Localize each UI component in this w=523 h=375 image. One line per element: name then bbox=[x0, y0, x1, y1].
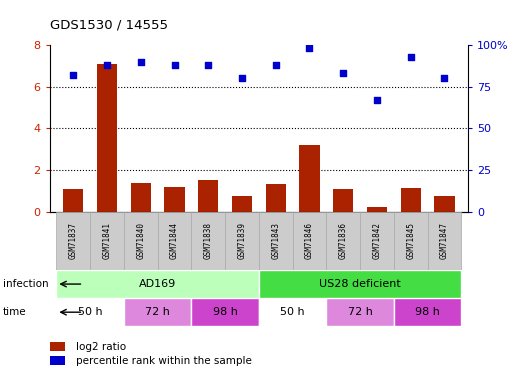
Bar bbox=[131, 183, 151, 212]
Text: US28 deficient: US28 deficient bbox=[319, 279, 401, 289]
Text: log2 ratio: log2 ratio bbox=[76, 342, 126, 352]
Bar bbox=[259, 270, 461, 298]
Point bbox=[69, 72, 77, 78]
Bar bbox=[428, 212, 461, 270]
Text: GSM71845: GSM71845 bbox=[406, 222, 415, 260]
Bar bbox=[124, 212, 157, 270]
Bar bbox=[326, 298, 394, 326]
Bar bbox=[191, 298, 259, 326]
Text: 98 h: 98 h bbox=[415, 307, 440, 317]
Point bbox=[238, 75, 246, 81]
Text: 50 h: 50 h bbox=[280, 307, 305, 317]
Bar bbox=[333, 189, 354, 212]
Bar bbox=[259, 212, 293, 270]
Bar bbox=[326, 212, 360, 270]
Bar bbox=[266, 184, 286, 212]
Point bbox=[170, 62, 179, 68]
Bar bbox=[394, 298, 461, 326]
Text: infection: infection bbox=[3, 279, 48, 289]
Bar bbox=[293, 212, 326, 270]
Bar bbox=[157, 212, 191, 270]
Text: GSM71836: GSM71836 bbox=[339, 222, 348, 260]
Bar bbox=[360, 212, 394, 270]
Text: GSM71841: GSM71841 bbox=[103, 222, 111, 260]
Point bbox=[406, 54, 415, 60]
Text: 72 h: 72 h bbox=[348, 307, 372, 317]
Point bbox=[373, 97, 381, 103]
Bar bbox=[401, 188, 421, 212]
Bar bbox=[299, 145, 320, 212]
Bar bbox=[56, 212, 90, 270]
Bar bbox=[232, 196, 252, 212]
Point bbox=[440, 75, 449, 81]
Bar bbox=[225, 212, 259, 270]
Text: AD169: AD169 bbox=[139, 279, 176, 289]
Text: GSM71843: GSM71843 bbox=[271, 222, 280, 260]
Point bbox=[204, 62, 212, 68]
Bar bbox=[56, 270, 259, 298]
Text: GSM71844: GSM71844 bbox=[170, 222, 179, 260]
Bar bbox=[164, 187, 185, 212]
Point bbox=[137, 58, 145, 64]
Bar bbox=[56, 298, 124, 326]
Bar bbox=[198, 180, 219, 212]
Bar bbox=[394, 212, 428, 270]
Text: time: time bbox=[3, 307, 26, 317]
Text: 98 h: 98 h bbox=[213, 307, 237, 317]
Text: GSM71839: GSM71839 bbox=[237, 222, 246, 260]
Point bbox=[271, 62, 280, 68]
Text: GSM71847: GSM71847 bbox=[440, 222, 449, 260]
Point bbox=[103, 62, 111, 68]
Bar bbox=[434, 196, 454, 212]
Text: GSM71840: GSM71840 bbox=[137, 222, 145, 260]
Text: 72 h: 72 h bbox=[145, 307, 170, 317]
Text: GDS1530 / 14555: GDS1530 / 14555 bbox=[50, 19, 168, 32]
Point bbox=[305, 45, 314, 51]
Text: GSM71838: GSM71838 bbox=[204, 222, 213, 260]
Bar bbox=[191, 212, 225, 270]
Text: GSM71837: GSM71837 bbox=[69, 222, 78, 260]
Bar bbox=[97, 64, 117, 212]
Point bbox=[339, 70, 347, 76]
Text: GSM71842: GSM71842 bbox=[372, 222, 381, 260]
Bar bbox=[90, 212, 124, 270]
Bar bbox=[63, 189, 84, 212]
Bar bbox=[259, 298, 326, 326]
Bar bbox=[367, 207, 387, 212]
Text: percentile rank within the sample: percentile rank within the sample bbox=[76, 356, 252, 366]
Bar bbox=[124, 298, 191, 326]
Text: 50 h: 50 h bbox=[78, 307, 103, 317]
Text: GSM71846: GSM71846 bbox=[305, 222, 314, 260]
